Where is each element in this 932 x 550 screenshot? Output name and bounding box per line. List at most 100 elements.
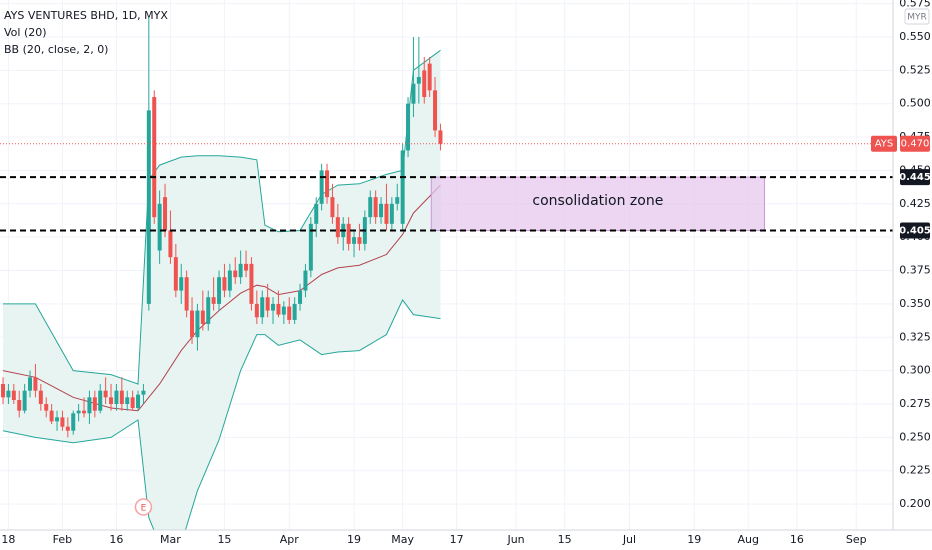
candle-body bbox=[195, 310, 200, 338]
x-tick-label: May bbox=[391, 533, 414, 546]
y-tick-label: 0.275 bbox=[899, 397, 931, 410]
x-tick-label: 15 bbox=[558, 533, 572, 546]
candle-body bbox=[6, 390, 11, 398]
y-tick-label: 0.500 bbox=[899, 97, 931, 110]
candle-body bbox=[119, 390, 124, 405]
candle-body bbox=[222, 277, 227, 291]
bb-lower bbox=[2, 298, 441, 530]
x-tick-label: 15 bbox=[217, 533, 231, 546]
candle-body bbox=[319, 170, 324, 204]
candle-body bbox=[384, 203, 389, 224]
candle-body bbox=[141, 390, 146, 395]
earnings-label: E bbox=[141, 504, 147, 514]
last-price-name-box bbox=[871, 135, 897, 152]
candle-body bbox=[217, 277, 222, 304]
candle-body bbox=[87, 397, 92, 414]
level-label: 0.445 bbox=[899, 172, 931, 183]
last-price-name: AYS bbox=[875, 139, 894, 150]
candle-body bbox=[368, 197, 373, 218]
candle-body bbox=[303, 270, 308, 291]
candle-body bbox=[38, 390, 43, 405]
y-tick-label: 0.200 bbox=[899, 497, 931, 510]
candle-body bbox=[265, 297, 270, 311]
grid bbox=[0, 0, 893, 530]
candle-body bbox=[395, 197, 400, 204]
candle-body bbox=[411, 83, 416, 104]
y-tick-label: 0.575 bbox=[899, 0, 931, 10]
y-tick-label: 0.425 bbox=[899, 197, 931, 210]
x-tick-label: Jun bbox=[506, 533, 524, 546]
bb-middle bbox=[2, 184, 441, 412]
candle-body bbox=[233, 270, 238, 278]
x-tick-label: 19 bbox=[687, 533, 701, 546]
candle-body bbox=[244, 263, 249, 271]
candle-body bbox=[71, 413, 76, 431]
candle-body bbox=[346, 223, 351, 244]
y-tick-label: 0.550 bbox=[899, 30, 931, 43]
candle-body bbox=[206, 297, 211, 324]
x-tick-label: 16 bbox=[109, 533, 123, 546]
x-tick-label: 16 bbox=[790, 533, 804, 546]
y-tick-label: 0.250 bbox=[899, 430, 931, 443]
candle-body bbox=[98, 390, 103, 411]
x-tick-label: Aug bbox=[738, 533, 759, 546]
candle-body bbox=[179, 277, 184, 291]
y-tick-label: 0.300 bbox=[899, 364, 931, 377]
candle-body bbox=[438, 130, 443, 144]
candle-body bbox=[22, 390, 27, 411]
candle-body bbox=[163, 197, 168, 231]
x-tick-label: Feb bbox=[53, 533, 72, 546]
level-label-box bbox=[900, 169, 930, 186]
last-price-label: 0.470 bbox=[901, 139, 930, 150]
currency-box bbox=[904, 8, 930, 25]
candle-body bbox=[200, 310, 205, 324]
chart-title: AYS VENTURES BHD, 1D, MYX bbox=[4, 9, 168, 22]
candle-body bbox=[82, 410, 87, 414]
candle-body bbox=[173, 257, 178, 291]
currency-label: MYR bbox=[907, 13, 927, 23]
candle-body bbox=[314, 203, 319, 224]
candle-body bbox=[28, 377, 33, 391]
y-tick-label: 0.525 bbox=[899, 63, 931, 76]
candle-body bbox=[308, 223, 313, 271]
level-label: 0.405 bbox=[899, 225, 931, 236]
candle-body bbox=[146, 110, 151, 304]
candle-body bbox=[335, 217, 340, 238]
x-tick-label: Sep bbox=[846, 533, 867, 546]
x-tick-label: 17 bbox=[450, 533, 464, 546]
last-price-box bbox=[900, 135, 930, 152]
candle-body bbox=[422, 70, 427, 98]
candle-body bbox=[352, 237, 357, 244]
candle-body bbox=[109, 397, 114, 405]
candle-body bbox=[55, 417, 60, 422]
candle-body bbox=[373, 197, 378, 218]
candle-body bbox=[157, 203, 162, 251]
candle-body bbox=[238, 263, 243, 278]
candle-body bbox=[211, 297, 216, 304]
plot-area: consolidation zone bbox=[0, 16, 893, 530]
candle-body bbox=[1, 383, 6, 398]
x-tick-label: Mar bbox=[160, 533, 181, 546]
y-tick-label: 0.350 bbox=[899, 297, 931, 310]
candle-body bbox=[389, 203, 394, 224]
candle-body bbox=[125, 397, 130, 405]
zone-label: consolidation zone bbox=[532, 193, 663, 209]
x-tick-label: Apr bbox=[280, 533, 300, 546]
candle-body bbox=[168, 230, 173, 258]
y-tick-label: 0.225 bbox=[899, 464, 931, 477]
candle-body bbox=[49, 410, 54, 422]
earnings-marker bbox=[134, 498, 153, 516]
candle-body bbox=[92, 397, 97, 411]
candle-body bbox=[260, 297, 265, 318]
candle-body bbox=[136, 394, 141, 409]
level-label-box bbox=[900, 222, 930, 239]
candle-body bbox=[379, 203, 384, 218]
candle-body bbox=[406, 103, 411, 151]
y-tick-label: 0.375 bbox=[899, 264, 931, 277]
candle-body bbox=[357, 237, 362, 244]
candle-body bbox=[330, 197, 335, 218]
bb-upper bbox=[3, 49, 441, 385]
candle-body bbox=[60, 417, 65, 427]
